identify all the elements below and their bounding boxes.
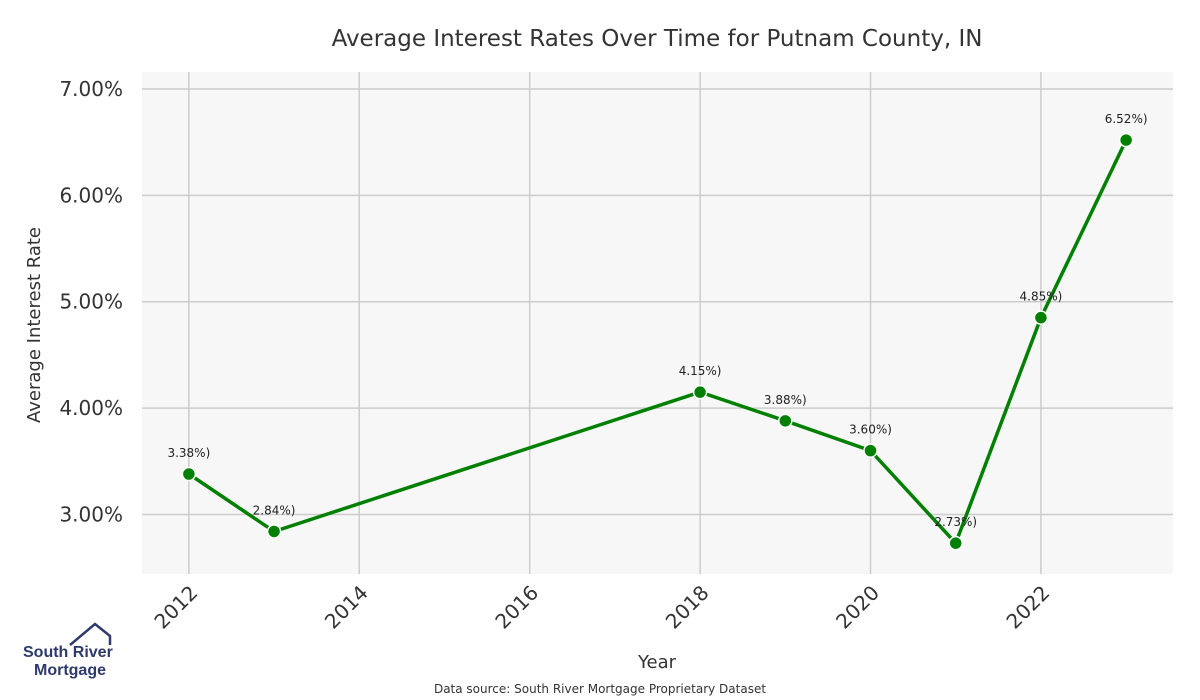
x-axis-label: Year xyxy=(637,652,677,673)
x-tick-label: 2016 xyxy=(490,581,543,634)
data-points xyxy=(181,132,1134,551)
data-point xyxy=(863,443,878,458)
data-label: 4.85%) xyxy=(1020,290,1063,304)
y-axis-label: Average Interest Rate xyxy=(24,227,45,423)
y-axis-ticks: 3.00% 4.00% 5.00% 6.00% 7.00% xyxy=(59,77,123,526)
x-tick-label: 2014 xyxy=(320,581,373,634)
data-labels: 3.38%) 2.84%) 4.15%) 3.88%) 3.60%) 2.73%) 4.85… xyxy=(167,112,1147,529)
x-tick-label: 2012 xyxy=(149,581,202,634)
x-axis-ticks: 2012 2014 2016 2018 2020 2022 xyxy=(149,581,1054,634)
data-label: 6.52%) xyxy=(1105,112,1148,126)
data-point xyxy=(948,535,963,551)
source-note: Data source: South River Mortgage Propri… xyxy=(434,682,766,696)
y-tick-label: 4.00% xyxy=(59,396,123,420)
data-point xyxy=(1033,310,1049,325)
y-tick-label: 3.00% xyxy=(59,502,123,526)
grid xyxy=(142,72,1173,574)
data-label: 3.38%) xyxy=(167,446,210,460)
logo-line1: South River xyxy=(23,644,113,661)
plot-area xyxy=(142,72,1173,574)
y-tick-label: 5.00% xyxy=(59,290,123,314)
x-tick-label: 2018 xyxy=(661,581,714,634)
data-label: 2.73%) xyxy=(934,515,977,529)
chart-title: Average Interest Rates Over Time for Put… xyxy=(332,26,983,52)
series-line xyxy=(187,139,1128,547)
data-label: 2.84%) xyxy=(253,503,296,517)
data-point xyxy=(181,466,197,482)
x-tick-label: 2022 xyxy=(1001,581,1054,634)
logo-line2: Mortgage xyxy=(34,662,106,679)
house-roof-icon xyxy=(69,622,112,646)
data-label: 3.88%) xyxy=(764,393,807,407)
south-river-mortgage-logo: South River Mortgage xyxy=(23,622,113,679)
data-point xyxy=(266,524,282,539)
data-point xyxy=(1118,132,1134,148)
data-label: 4.15%) xyxy=(679,364,722,378)
x-tick-label: 2020 xyxy=(831,581,884,634)
data-point xyxy=(692,384,708,400)
data-point xyxy=(778,413,793,429)
data-label: 3.60%) xyxy=(849,423,892,437)
y-tick-label: 6.00% xyxy=(59,183,123,207)
y-tick-label: 7.00% xyxy=(59,77,123,101)
